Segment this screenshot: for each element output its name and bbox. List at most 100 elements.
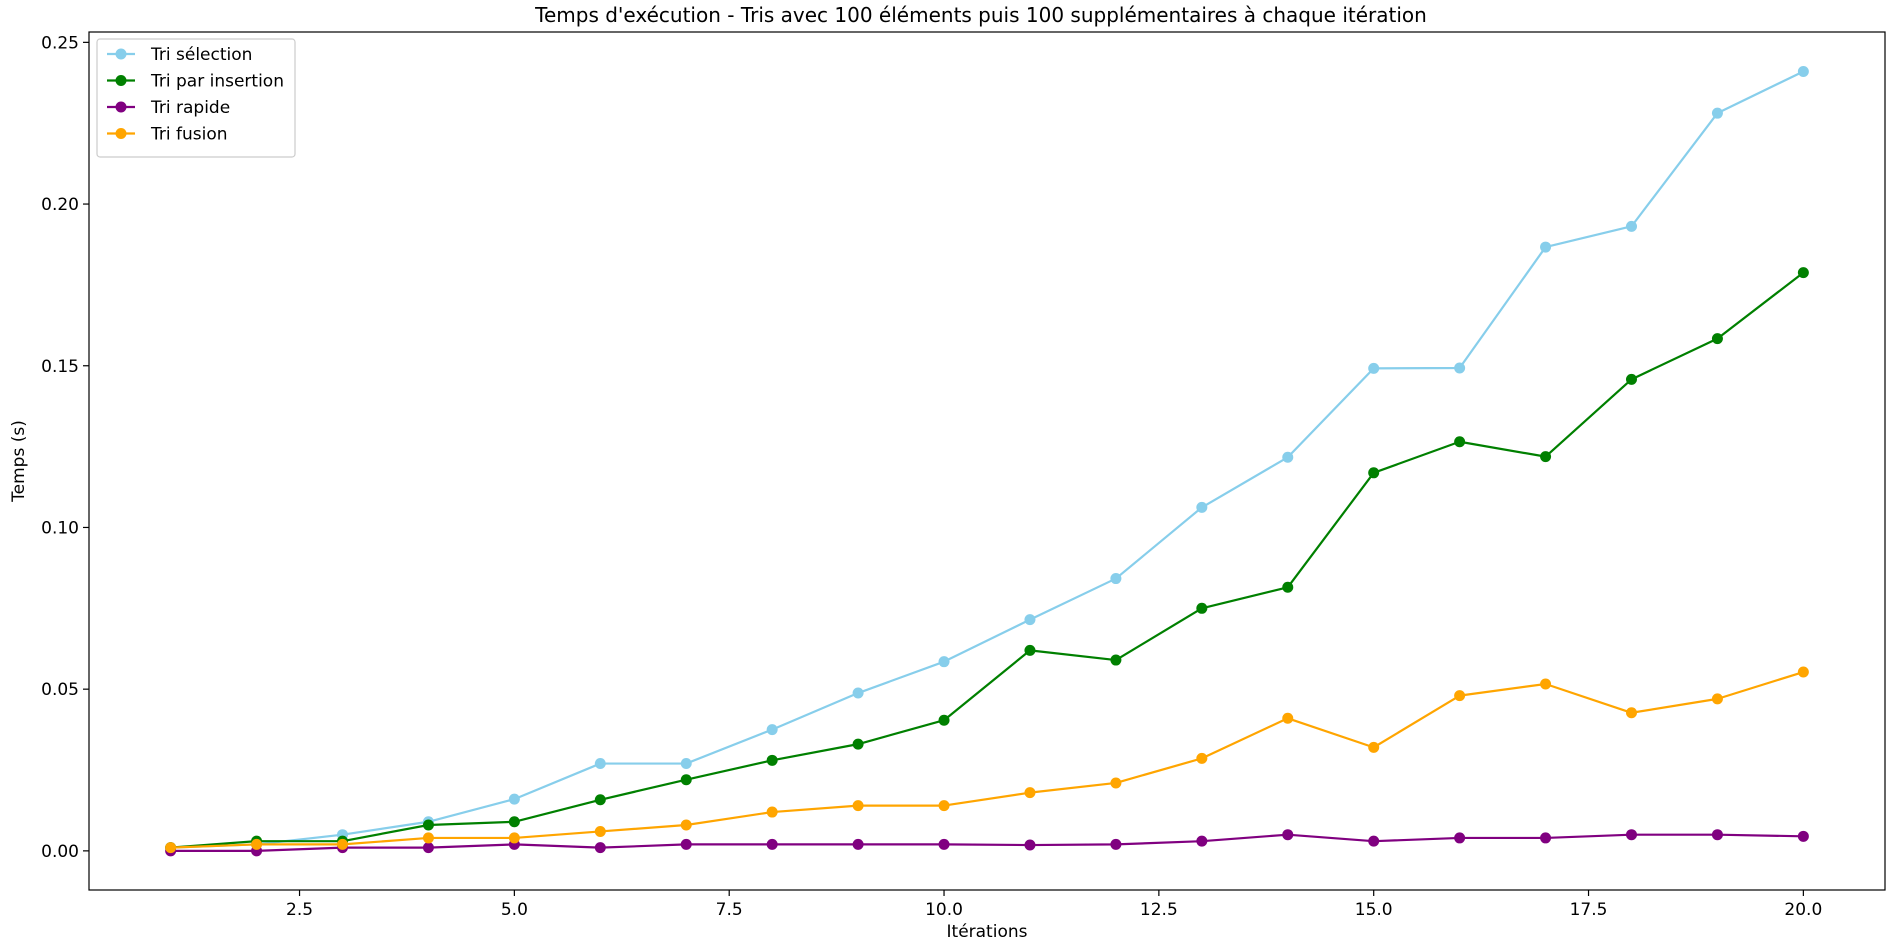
data-point-tri-par-insertion xyxy=(1196,602,1208,614)
data-point-tri-selection xyxy=(766,724,778,736)
data-point-tri-par-insertion xyxy=(1625,373,1637,385)
data-point-tri-fusion xyxy=(680,819,692,831)
legend-item: Tri rapide xyxy=(107,98,230,118)
data-point-tri-par-insertion xyxy=(1110,654,1122,666)
data-point-tri-selection xyxy=(1368,362,1380,374)
data-point-tri-par-insertion xyxy=(1711,333,1723,345)
data-point-tri-fusion xyxy=(337,838,349,850)
data-point-tri-selection xyxy=(1110,573,1122,585)
x-axis-title: Itérations xyxy=(947,922,1028,942)
data-point-tri-fusion xyxy=(1110,777,1122,789)
data-point-tri-par-insertion xyxy=(594,794,606,806)
series-tri-fusion xyxy=(165,666,1809,854)
data-point-tri-fusion xyxy=(1711,693,1723,705)
data-point-tri-par-insertion xyxy=(1024,644,1036,656)
data-point-tri-rapide xyxy=(1540,832,1552,844)
data-point-tri-selection xyxy=(1625,220,1637,232)
data-point-tri-selection xyxy=(1196,501,1208,513)
legend-item: Tri par insertion xyxy=(107,72,284,92)
data-point-tri-fusion xyxy=(1540,678,1552,690)
data-point-tri-par-insertion xyxy=(508,816,520,828)
data-point-tri-fusion xyxy=(1454,690,1466,702)
data-point-tri-par-insertion xyxy=(422,819,434,831)
data-point-tri-par-insertion xyxy=(852,738,864,750)
legend-label: Tri rapide xyxy=(150,98,230,118)
data-point-tri-rapide xyxy=(1454,832,1466,844)
legend-item: Tri sélection xyxy=(107,45,252,65)
y-tick-label: 0.00 xyxy=(41,842,79,862)
data-point-tri-fusion xyxy=(1196,752,1208,764)
x-tick-label: 12.5 xyxy=(1140,900,1178,920)
y-tick-label: 0.15 xyxy=(41,357,79,377)
legend-label: Tri sélection xyxy=(150,45,252,65)
x-tick-label: 5.0 xyxy=(501,900,528,920)
data-point-tri-rapide xyxy=(1625,829,1637,841)
data-point-tri-par-insertion xyxy=(1368,467,1380,479)
y-axis-title: Temps (s) xyxy=(9,420,29,503)
data-point-tri-rapide xyxy=(1368,835,1380,847)
data-point-tri-selection xyxy=(1454,362,1466,374)
x-tick-label: 2.5 xyxy=(286,900,313,920)
data-point-tri-selection xyxy=(1711,107,1723,119)
x-tick-label: 20.0 xyxy=(1784,900,1822,920)
data-point-tri-fusion xyxy=(1282,712,1294,724)
data-point-tri-fusion xyxy=(251,838,263,850)
y-axis: 0.00 0.05 0.10 0.15 0.20 0.25 xyxy=(41,33,89,862)
data-point-tri-selection xyxy=(680,758,692,770)
data-point-tri-selection xyxy=(508,793,520,805)
chart-title: Temps d'exécution - Tris avec 100 élémen… xyxy=(534,3,1427,27)
data-point-tri-rapide xyxy=(594,842,606,854)
data-point-tri-fusion xyxy=(766,806,778,818)
x-tick-label: 10.0 xyxy=(925,900,963,920)
series-line-tri-selection xyxy=(170,70,1804,849)
data-point-tri-rapide xyxy=(852,838,864,850)
plot-frame xyxy=(88,31,1886,891)
x-tick-label: 17.5 xyxy=(1570,900,1608,920)
y-tick-label: 0.25 xyxy=(41,33,79,53)
data-point-tri-rapide xyxy=(1196,835,1208,847)
data-point-tri-fusion xyxy=(938,800,950,812)
series-line-tri-rapide xyxy=(170,833,1804,852)
data-point-tri-rapide xyxy=(938,838,950,850)
data-point-tri-fusion xyxy=(1625,707,1637,719)
series-tri-rapide xyxy=(165,829,1809,857)
data-point-tri-par-insertion xyxy=(1454,436,1466,448)
data-point-tri-par-insertion xyxy=(1797,267,1809,279)
legend-marker xyxy=(115,75,127,86)
data-point-tri-selection xyxy=(1024,614,1036,626)
data-point-tri-par-insertion xyxy=(680,774,692,786)
data-point-tri-rapide xyxy=(1797,830,1809,842)
data-point-tri-selection xyxy=(852,687,864,699)
x-tick-label: 7.5 xyxy=(716,900,743,920)
y-tick-label: 0.10 xyxy=(41,518,79,538)
y-tick-label: 0.05 xyxy=(41,680,79,700)
data-point-tri-rapide xyxy=(1024,839,1036,851)
legend-label: Tri par insertion xyxy=(150,72,284,92)
data-point-tri-fusion xyxy=(852,800,864,812)
legend-marker xyxy=(115,128,127,139)
data-point-tri-rapide xyxy=(1711,829,1723,841)
series-line-tri-par-insertion xyxy=(170,271,1805,849)
data-point-tri-fusion xyxy=(1368,741,1380,753)
data-point-tri-fusion xyxy=(1024,787,1036,799)
legend: Tri sélection Tri par insertion Tri rapide… xyxy=(96,38,296,158)
data-point-tri-selection xyxy=(938,656,950,668)
y-tick-label: 0.20 xyxy=(41,195,79,215)
data-point-tri-rapide xyxy=(1110,838,1122,850)
legend-marker xyxy=(115,101,127,113)
legend-label: Tri fusion xyxy=(150,125,228,145)
data-point-tri-selection xyxy=(1540,241,1552,253)
data-point-tri-fusion xyxy=(594,825,606,837)
data-point-tri-fusion xyxy=(1797,666,1809,678)
x-tick-label: 15.0 xyxy=(1355,900,1393,920)
series-line-tri-fusion xyxy=(170,670,1804,849)
data-point-tri-fusion xyxy=(508,832,520,844)
data-point-tri-par-insertion xyxy=(1540,451,1552,463)
data-point-tri-par-insertion xyxy=(766,754,778,766)
data-point-tri-par-insertion xyxy=(1282,581,1294,593)
legend-box xyxy=(96,38,296,158)
legend-marker xyxy=(115,48,127,60)
data-point-tri-selection xyxy=(1797,65,1809,77)
